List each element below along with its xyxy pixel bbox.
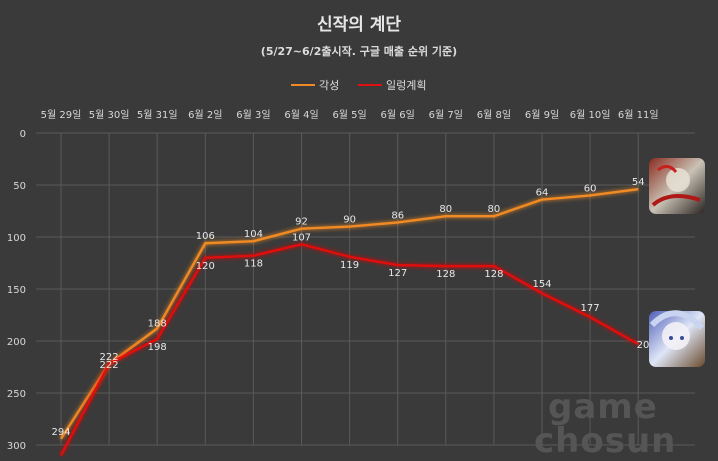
x-tick-label: 6월 7일: [429, 109, 463, 121]
legend-label-ilreong: 일렁계획: [386, 78, 426, 92]
data-label-ilreong: 222: [100, 360, 119, 371]
data-label-ilreong: 128: [484, 269, 503, 280]
y-tick-label: 150: [7, 285, 26, 296]
x-tick-label: 6월 4일: [284, 109, 318, 121]
y-tick-label: 250: [7, 389, 26, 400]
y-tick-label: 100: [7, 233, 26, 244]
x-tick-label: 5월 30일: [89, 109, 130, 121]
data-label-gakseong: 60: [584, 183, 597, 194]
data-label-ilreong: 128: [436, 269, 455, 280]
data-label-gakseong: 294: [51, 427, 70, 438]
data-label-ilreong: 127: [388, 268, 407, 279]
data-label-ilreong: 177: [581, 303, 600, 314]
y-tick-label: 50: [13, 181, 26, 192]
data-label-gakseong: 188: [148, 319, 167, 330]
y-axis: 0 50 100 150 200 250 300: [7, 129, 26, 452]
x-tick-label: 6월 2일: [188, 109, 222, 121]
x-tick-label: 6월 6일: [381, 109, 415, 121]
x-tick-label: 6월 5일: [332, 109, 366, 121]
x-tick-label: 6월 9일: [525, 109, 559, 121]
y-tick-label: 200: [7, 337, 26, 348]
data-label-gakseong: 64: [536, 188, 549, 199]
x-tick-label: 5월 31일: [137, 109, 178, 121]
series: [59, 187, 639, 456]
game-icon-gakseong: [649, 158, 705, 214]
data-label-ilreong: 203: [637, 340, 656, 351]
data-label-gakseong: 222: [100, 352, 119, 363]
data-label-gakseong: 106: [196, 231, 215, 242]
chart-subtitle: (5/27~6/2출시작. 구글 매출 순위 기준): [261, 44, 457, 58]
watermark: game chosun: [534, 387, 676, 461]
data-label-ilreong: 198: [148, 342, 167, 353]
y-tick-label: 300: [7, 441, 26, 452]
grid: [36, 132, 695, 446]
x-tick-label: 6월 10일: [570, 109, 611, 121]
data-labels: 294 222 188 106 104 92 90 86 80 80 64 60 54 222 198 120…: [51, 177, 655, 438]
watermark-chosun: chosun: [534, 421, 676, 461]
data-label-ilreong: 154: [532, 279, 551, 290]
data-label-gakseong: 54: [632, 177, 645, 188]
data-label-ilreong: 107: [292, 232, 311, 243]
x-axis: 5월 29일 5월 30일 5월 31일 6월 2일 6월 3일 6월 4일 6월 5일 6월…: [41, 109, 659, 121]
x-tick-label: 5월 29일: [41, 109, 82, 121]
watermark-game: game: [548, 387, 658, 427]
x-tick-label: 6월 3일: [236, 109, 270, 121]
data-label-ilreong: 119: [340, 260, 359, 271]
legend-label-gakseong: 각성: [319, 79, 339, 92]
x-tick-label: 6월 11일: [618, 109, 659, 121]
data-label-gakseong: 86: [391, 210, 404, 221]
data-label-gakseong: 80: [439, 204, 452, 215]
data-label-ilreong: 118: [244, 259, 263, 270]
chart-title: 신작의 계단: [317, 15, 401, 35]
series-line-ilreong: [59, 243, 639, 456]
series-line-gakseong: [59, 187, 639, 440]
data-label-gakseong: 92: [295, 217, 308, 228]
data-label-gakseong: 80: [488, 204, 501, 215]
data-label-gakseong: 90: [343, 215, 356, 226]
y-tick-label: 0: [20, 129, 26, 140]
x-tick-label: 6월 8일: [477, 109, 511, 121]
game-icon-ilreong: [649, 310, 705, 367]
data-label-gakseong: 104: [244, 229, 263, 240]
legend: 각성 일렁계획: [291, 78, 426, 92]
data-label-ilreong: 120: [196, 261, 215, 272]
